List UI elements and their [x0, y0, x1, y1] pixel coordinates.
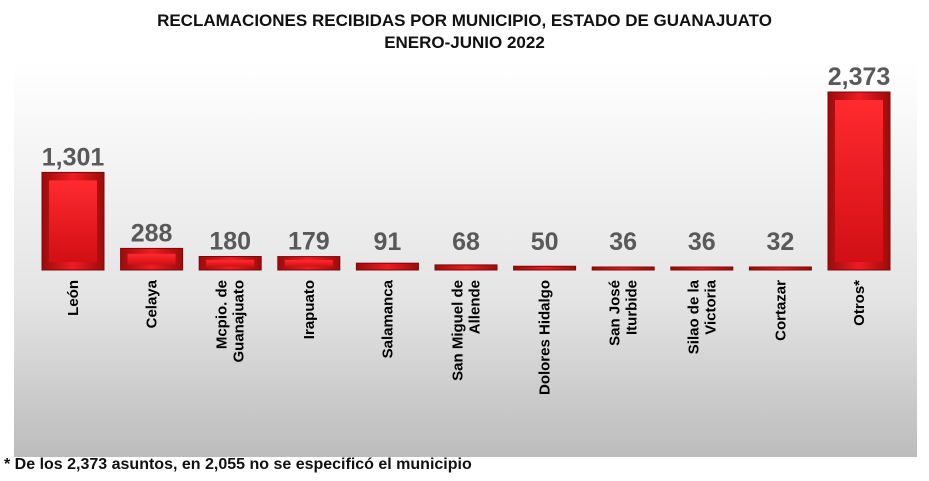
value-label-celaya: 288: [131, 219, 173, 247]
category-label-leon: León: [65, 280, 82, 316]
category-label-san-miguel-de-allende: San Miguel deAllende: [450, 280, 484, 381]
bar-silao-de-la-victoria: [670, 266, 734, 271]
bar-san-miguel-de-allende-body: [434, 264, 498, 271]
value-label-otros: 2,373: [828, 63, 891, 91]
value-label-leon: 1,301: [42, 143, 105, 171]
bar-otros-face: [835, 100, 883, 262]
value-label-salamanca: 91: [373, 228, 401, 256]
bar-cortazar: [748, 266, 812, 271]
bar-san-jose-iturbide-body: [591, 266, 655, 271]
category-labels-group: León Celaya Mcpio. deGuanajuato Irapuato Sal…: [65, 279, 868, 395]
bar-dolores-hidalgo: [513, 265, 577, 271]
bar-mcpio-de-guanajuato: [198, 255, 262, 271]
bar-san-miguel-de-allende: [434, 264, 498, 271]
chart-title: RECLAMACIONES RECIBIDAS POR MUNICIPIO, E…: [157, 11, 772, 30]
footnote: * De los 2,373 asuntos, en 2,055 no se e…: [4, 456, 472, 473]
value-label-mcpio-de-guanajuato: 180: [209, 227, 251, 255]
chart-title-block: RECLAMACIONES RECIBIDAS POR MUNICIPIO, E…: [0, 10, 929, 54]
value-label-san-jose-iturbide: 36: [609, 228, 637, 256]
category-label-irapuato: Irapuato: [301, 280, 318, 339]
value-label-silao-de-la-victoria: 36: [688, 228, 716, 256]
bar-cortazar-body: [748, 266, 812, 271]
value-label-cortazar: 32: [766, 228, 794, 256]
bar-san-jose-iturbide: [591, 266, 655, 271]
bar-salamanca: [355, 262, 419, 271]
bar-dolores-hidalgo-body: [513, 265, 577, 271]
value-label-dolores-hidalgo: 50: [531, 228, 559, 256]
bar-celaya-face: [127, 253, 176, 265]
bar-otros: [827, 91, 891, 271]
bars-group: [41, 91, 891, 271]
bar-salamanca-body: [355, 262, 419, 271]
value-labels-group: 1,301 288 180 179 91 68 50 36 36 32 2,373: [42, 63, 891, 256]
category-label-mcpio-de-guanajuato: Mcpio. deGuanajuato: [214, 280, 248, 363]
category-label-celaya: Celaya: [144, 279, 161, 328]
category-label-silao-de-la-victoria: Silao de laVictoria: [685, 279, 719, 354]
value-label-san-miguel-de-allende: 68: [452, 228, 480, 256]
bar-leon: [41, 171, 105, 271]
category-label-dolores-hidalgo: Dolores Hidalgo: [537, 280, 554, 395]
bar-leon-face: [49, 180, 97, 262]
bar-silao-de-la-victoria-body: [670, 266, 734, 271]
bar-irapuato: [277, 256, 341, 271]
bar-mcpio-de-guanajuato-face: [206, 259, 255, 267]
bar-irapuato-face: [284, 259, 333, 267]
value-label-irapuato: 179: [288, 228, 330, 256]
chart-subtitle: ENERO-JUNIO 2022: [384, 33, 545, 52]
bar-celaya: [120, 247, 184, 271]
category-label-cortazar: Cortazar: [772, 280, 789, 341]
category-label-san-jose-iturbide: San JoséIturbide: [607, 280, 641, 346]
category-label-otros: Otros*: [851, 280, 868, 326]
category-label-salamanca: Salamanca: [379, 279, 396, 358]
